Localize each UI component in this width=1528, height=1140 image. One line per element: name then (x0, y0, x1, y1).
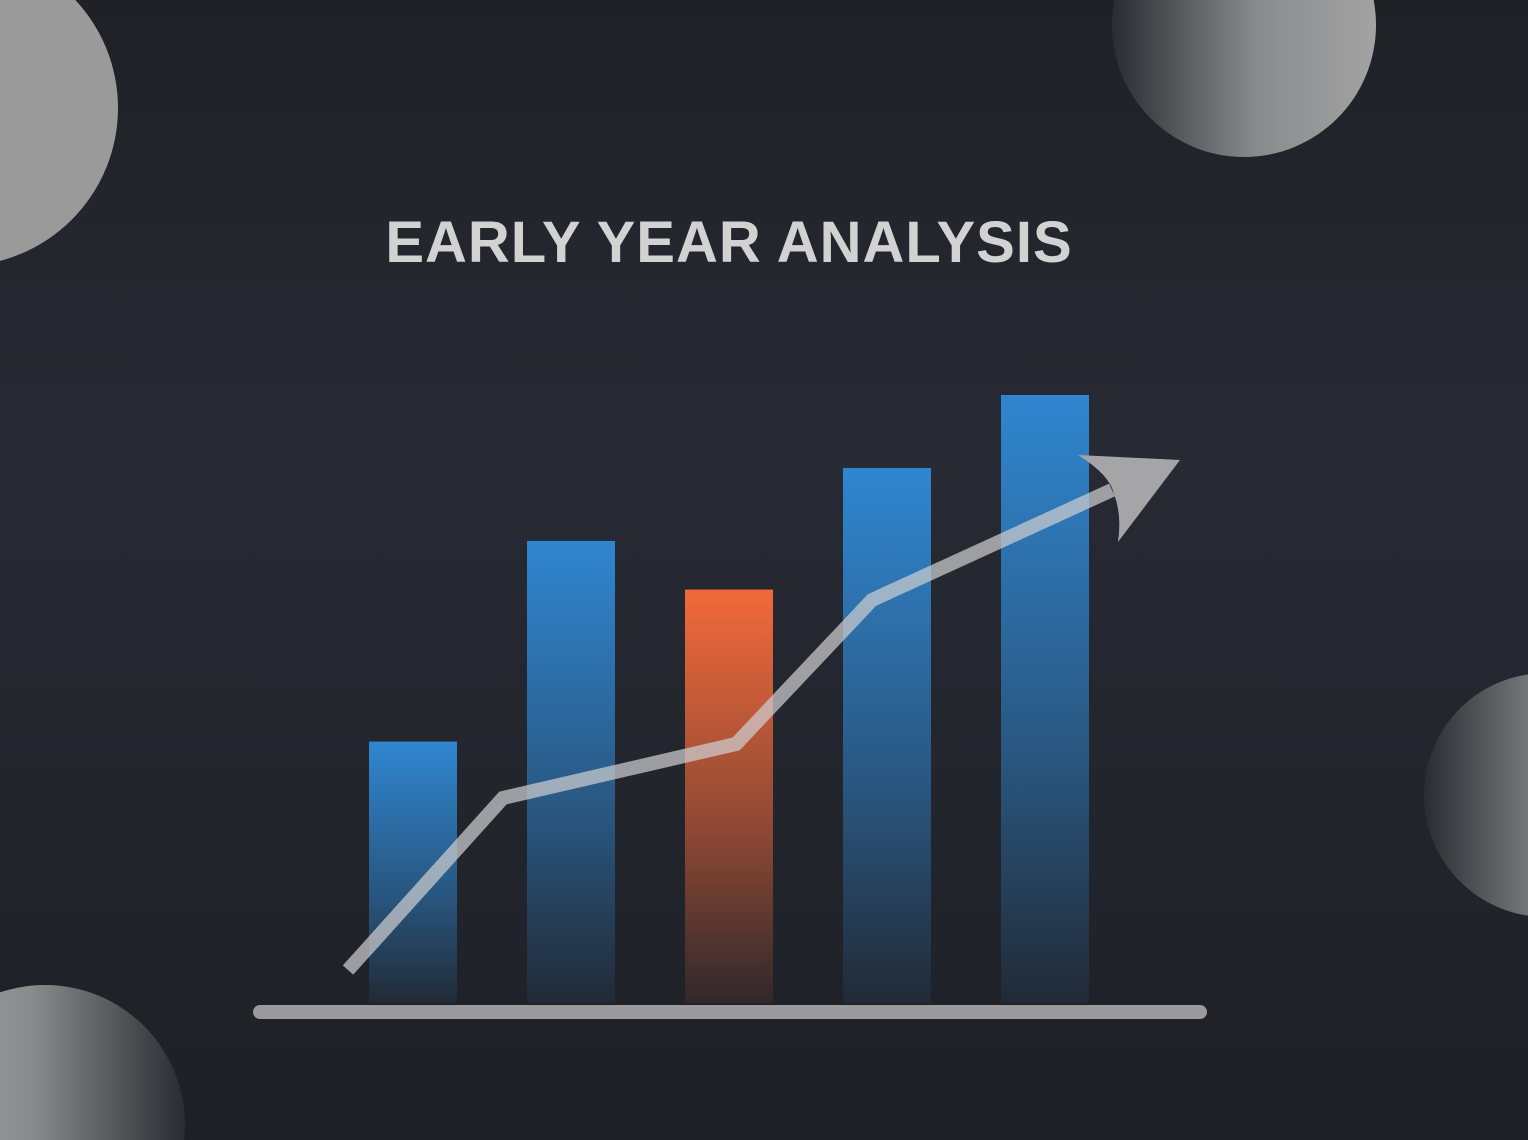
bar (843, 467, 931, 1004)
bar (685, 589, 773, 1003)
chart-title: EARLY YEAR ANALYSIS (385, 210, 1072, 275)
trend-arrow (342, 483, 1115, 975)
bars (369, 395, 1089, 1004)
decor-circle (0, 0, 118, 261)
decor-circle (1112, 0, 1376, 157)
decor-circle (1424, 674, 1528, 916)
bar (1001, 395, 1089, 1003)
arrow-head (1078, 455, 1180, 542)
decor-circle (0, 985, 185, 1140)
